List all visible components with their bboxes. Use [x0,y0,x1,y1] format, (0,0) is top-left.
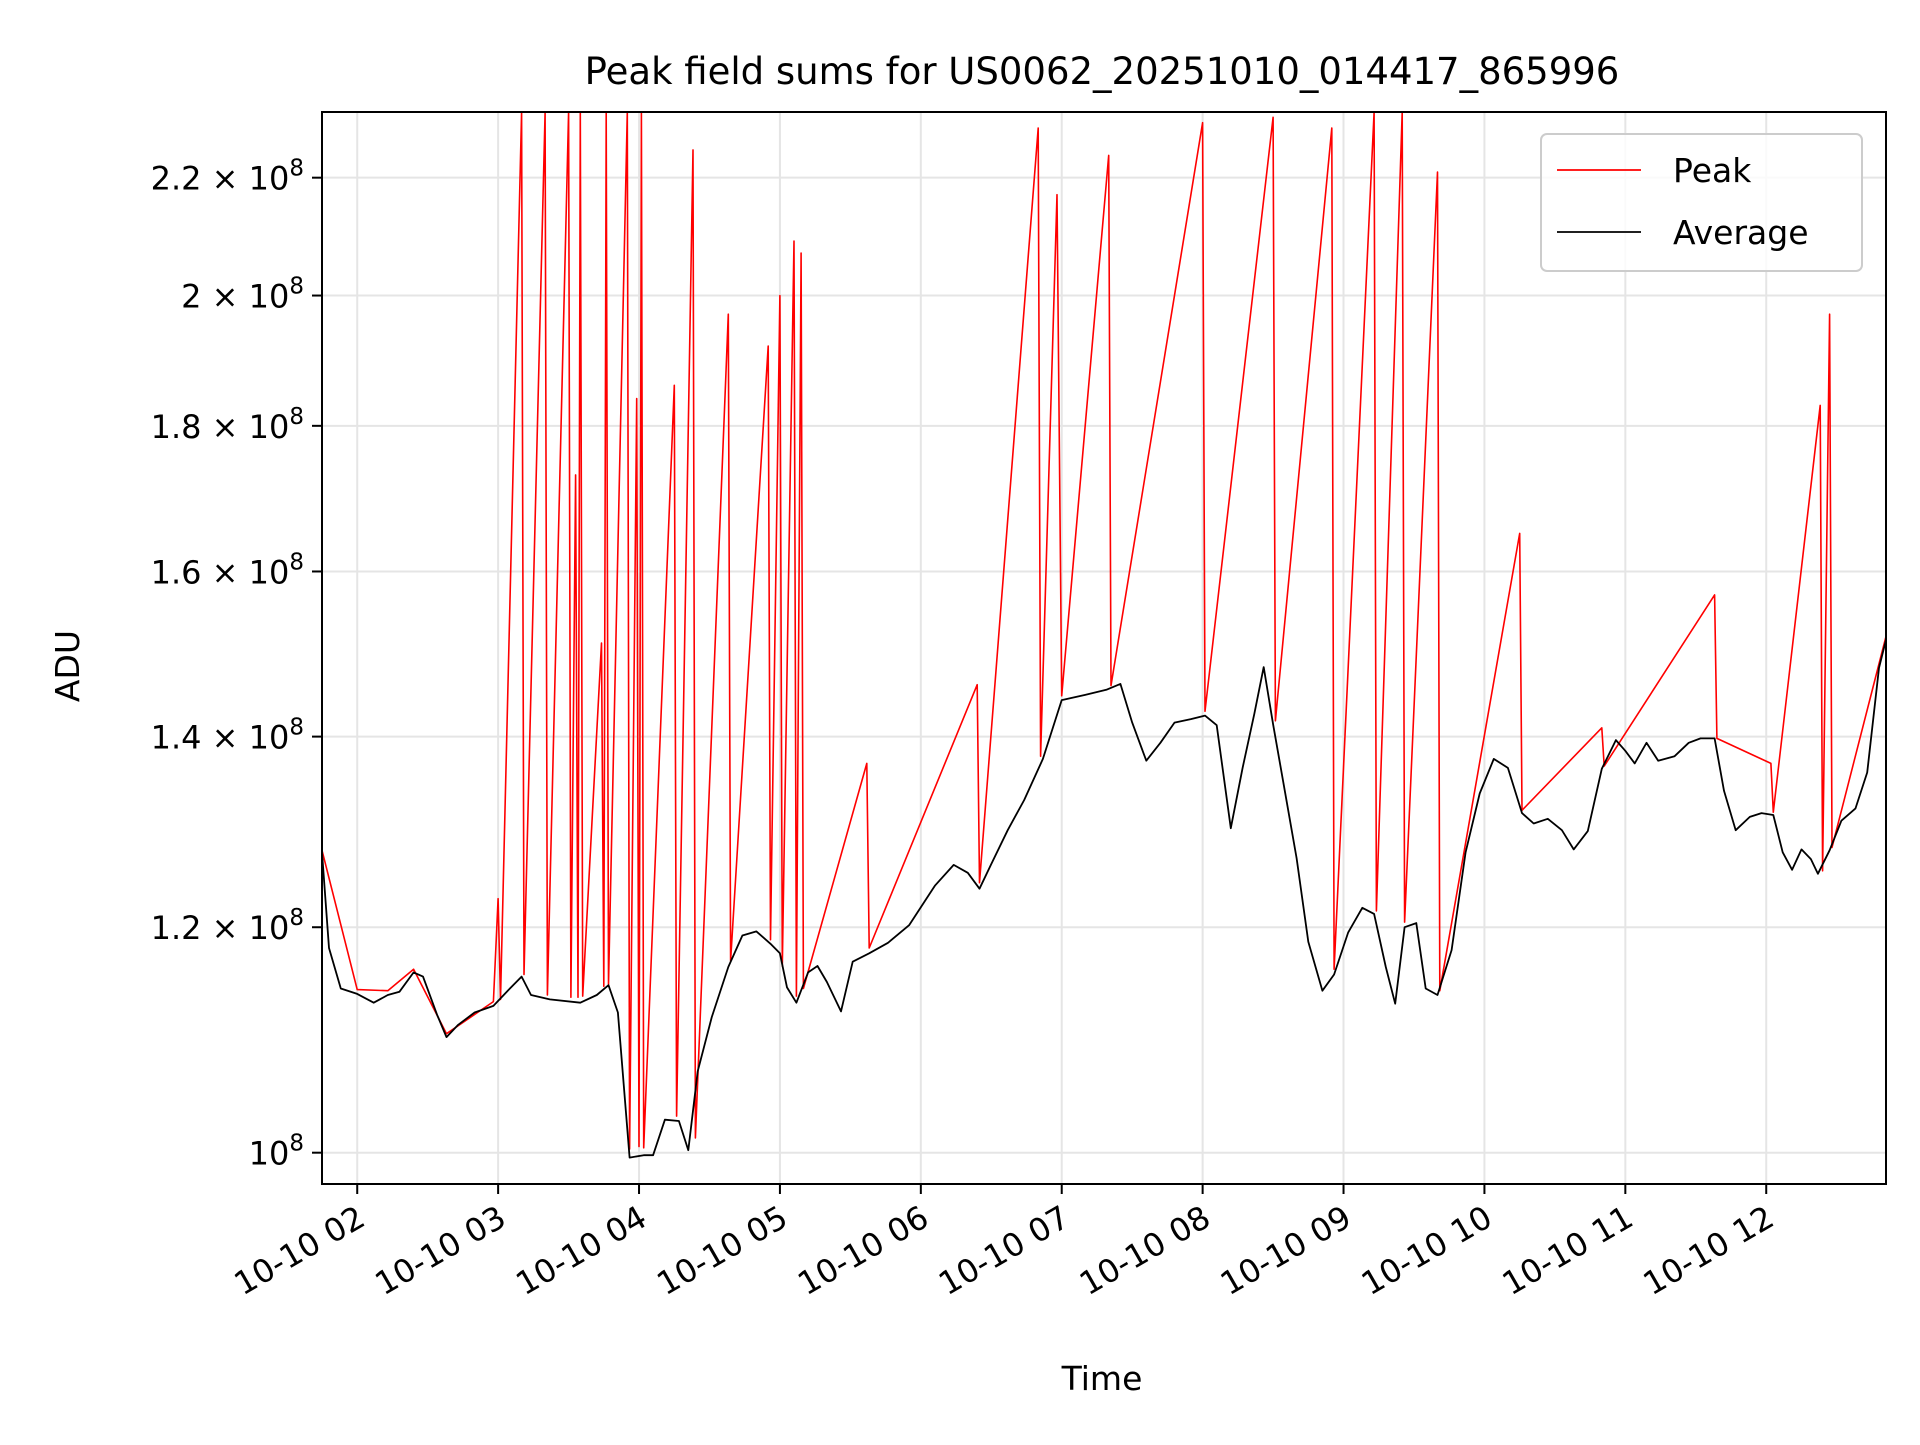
y-tick-label: 1.6 × 108 [151,549,304,591]
legend-peak-label: Peak [1673,151,1752,190]
y-tick-label: 108 [249,1131,304,1173]
plot-series [321,111,1887,1159]
series-line-average [321,639,1887,1159]
grid [322,112,1886,1184]
y-tick-label: 2.2 × 108 [151,156,304,198]
chart-title: Peak field sums for US0062_20251010_0144… [585,50,1620,93]
y-axis-label: ADU [48,630,87,702]
y-tick-label: 2 × 108 [181,274,304,316]
x-axis-label: Time [1061,1359,1143,1398]
y-tick-label: 1.8 × 108 [151,404,304,446]
y-tick-label: 1.2 × 108 [151,905,304,947]
legend-average-label: Average [1673,213,1809,252]
legend-box [1540,133,1863,272]
series-line-peak [321,111,1887,1150]
legend: Peak Average [1540,133,1863,272]
plot-frame [321,111,1887,1185]
y-tick-label: 1.4 × 108 [151,715,304,757]
